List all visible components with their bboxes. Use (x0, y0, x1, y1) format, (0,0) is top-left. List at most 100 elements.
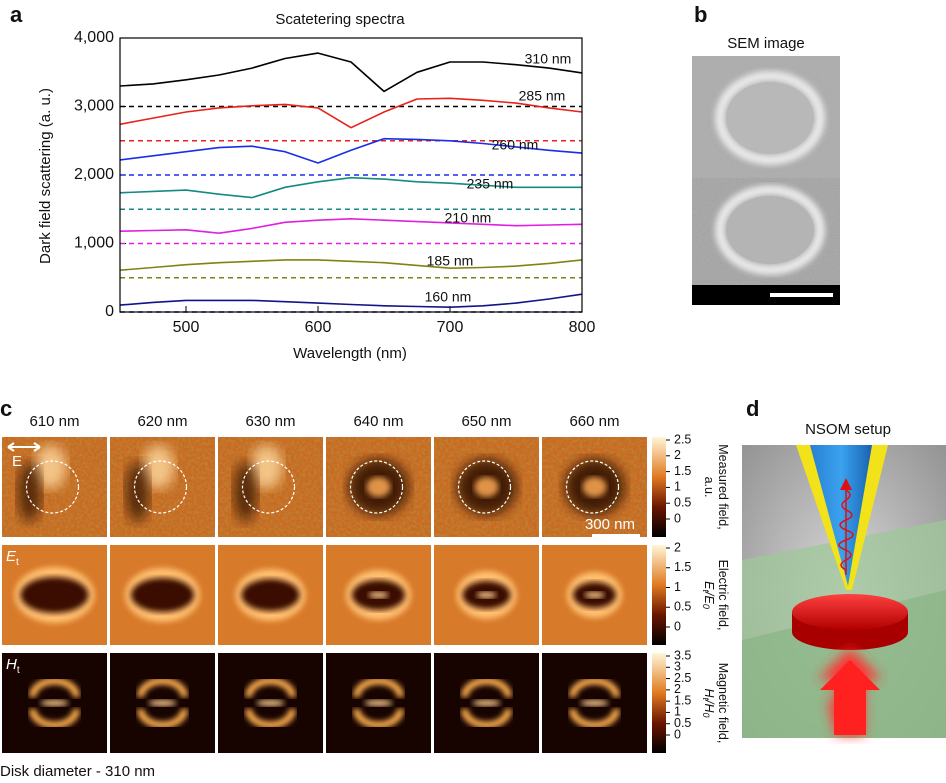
wavelength-label: 640 nm (353, 413, 403, 430)
panel-label: c (0, 396, 12, 421)
wavelength-label: 660 nm (569, 413, 619, 430)
y-tick-label: 0 (105, 303, 114, 320)
nsom-title: NSOM setup (805, 421, 891, 438)
wavelength-label: 610 nm (29, 413, 79, 430)
x-tick-label: 600 (305, 319, 332, 336)
disk-outline (565, 460, 620, 514)
map-arc (137, 708, 188, 729)
map-arc (245, 708, 296, 729)
map-core (40, 700, 69, 706)
colorbar-tick-label: 0.5 (674, 495, 691, 509)
colorbar-title: Measured field,a.u. (702, 444, 730, 529)
colorbar-title-line: Magnetic field, (716, 663, 730, 744)
series-label: 235 nm (467, 176, 514, 192)
row-label-symbol: H (6, 656, 17, 673)
colorbar-title: Electric field,Et/E0 (701, 560, 730, 631)
map-arc (29, 677, 80, 698)
wavelength-label: 630 nm (245, 413, 295, 430)
colorbar-tick-label: 2 (674, 540, 681, 554)
colorbar-title: Magnetic field,Ht/H0 (701, 663, 730, 744)
spectrum-line (119, 97, 583, 129)
unit-over: /H (702, 699, 716, 713)
colorbar-title-line: Electric field, (716, 560, 730, 631)
y-tick-label: 1,000 (74, 235, 114, 252)
x-axis-label: Wavelength (nm) (293, 345, 407, 362)
unit-over-sub: 0 (701, 713, 711, 718)
panel-label: b (694, 2, 707, 27)
map-arc (245, 677, 296, 698)
map-core (364, 700, 393, 706)
colorbar-tick-label: 0.5 (674, 600, 691, 614)
row-label-symbol: E (6, 548, 17, 565)
row-label: Ht (6, 656, 20, 676)
unit-sub: t (701, 698, 711, 701)
spectrum-line (119, 137, 583, 164)
unit-over: /E (702, 591, 716, 604)
scale-bar (592, 534, 640, 537)
colorbar-tick-label: 0.5 (674, 716, 691, 730)
scale-bar-label: 300 nm (585, 516, 635, 533)
spectrum-line (119, 218, 583, 234)
colorbar-tick-label: 1 (674, 705, 681, 719)
colorbar (652, 653, 666, 753)
x-tick-label: 700 (437, 319, 464, 336)
colorbar-tick-label: 0 (674, 727, 681, 741)
map-arc (461, 677, 512, 698)
map-blob (142, 445, 175, 489)
series-label: 160 nm (425, 289, 472, 305)
panel-label: a (10, 2, 23, 27)
map-core (20, 577, 89, 613)
polarization-arrow (7, 442, 41, 452)
colorbar-tick-label: 1.5 (674, 560, 691, 574)
colorbar-tick-label: 1.5 (674, 464, 691, 478)
map-blob (582, 477, 607, 497)
colorbar (652, 545, 666, 645)
map-arc (29, 708, 80, 729)
map-blob (366, 477, 391, 497)
spectrum-line (119, 52, 583, 93)
disk-outline (349, 460, 404, 514)
chart-title: Scatetering spectra (275, 11, 405, 28)
colorbar-tick-label: 0 (674, 619, 681, 633)
polarization-label: E (12, 453, 22, 470)
map-core (472, 700, 501, 706)
series-label: 310 nm (525, 51, 572, 67)
unit-sub: t (701, 590, 711, 593)
colorbar-tick-label: 3 (674, 660, 681, 674)
x-tick-label: 500 (173, 319, 200, 336)
plot-frame (119, 37, 583, 313)
colorbar-tick-label: 1 (674, 580, 681, 594)
map-arc (353, 677, 404, 698)
colorbar-unit: a.u. (702, 477, 716, 498)
map-arc (569, 708, 620, 729)
colorbar-tick-label: 2 (674, 448, 681, 462)
plot-a: 0 1,000 2,000 3,000 4,000 500 600 700 800 310 nm 2… (74, 29, 595, 336)
map-blob (34, 445, 67, 489)
y-axis-label: Dark field scattering (a. u.) (37, 88, 54, 264)
series-label: 185 nm (427, 253, 474, 269)
map-core-spot (368, 592, 389, 598)
disk-outline (457, 460, 512, 514)
colorbar-unit: Ht/H0 (701, 688, 716, 717)
colorbar-title-line: Measured field, (716, 444, 730, 529)
row-label: Et (6, 548, 19, 568)
caption: Disk diameter - 310 nm (0, 763, 155, 780)
map-arc (137, 677, 188, 698)
colorbar-tick-label: 2.5 (674, 432, 691, 446)
y-tick-label: 2,000 (74, 166, 114, 183)
map-blob (125, 462, 150, 522)
map-core (148, 700, 177, 706)
spectrum-line (119, 259, 583, 271)
colorbar-tick-label: 2.5 (674, 671, 691, 685)
map-arc (569, 677, 620, 698)
map-blob (250, 445, 283, 489)
row-label-sub: t (16, 557, 19, 568)
panel-label: d (746, 396, 759, 421)
row-label-sub: t (17, 665, 20, 676)
map-blob (474, 477, 499, 497)
field-maps: 610 nm 620 nm 630 nm 640 nm 650 nm 660 nm00.5… (2, 413, 730, 753)
map-core (580, 700, 609, 706)
map-core (131, 578, 194, 612)
map-core (256, 700, 285, 706)
